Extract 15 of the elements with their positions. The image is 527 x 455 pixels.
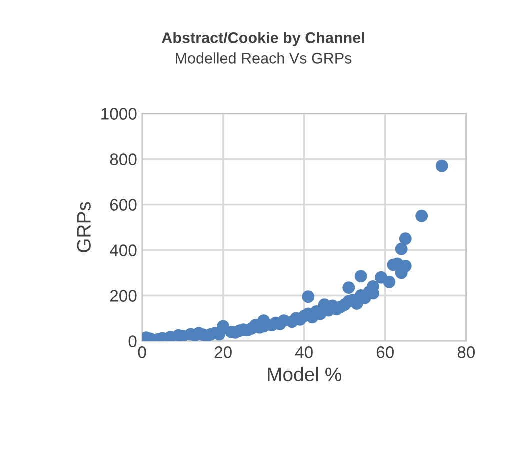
y-tick-label: 0 (128, 336, 137, 348)
x-tick-label: 80 (458, 346, 476, 358)
y-tick-label: 200 (110, 290, 137, 302)
y-tick-label: 1000 (102, 108, 137, 120)
y-tick-label: 400 (110, 244, 137, 256)
chart-title: Abstract/Cookie by Channel (162, 32, 364, 46)
y-tick-label: 600 (110, 199, 137, 211)
x-tick-label: 60 (376, 346, 394, 358)
y-axis-title: GRPs (77, 202, 91, 252)
x-tick-label: 20 (214, 346, 232, 358)
x-axis-title: Model % (268, 367, 342, 382)
x-tick-label: 0 (138, 346, 146, 358)
x-tick-label: 40 (295, 346, 313, 358)
y-tick-label: 800 (110, 154, 137, 166)
chart-subtitle: Modelled Reach Vs GRPs (176, 52, 352, 64)
